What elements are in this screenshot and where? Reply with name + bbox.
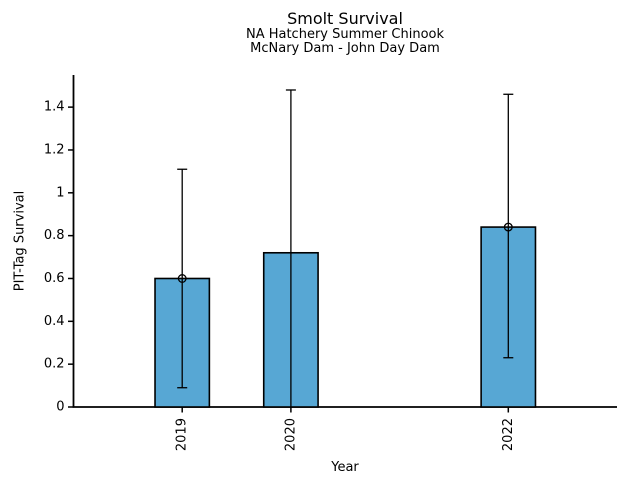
y-tick-label: 1.2	[44, 142, 65, 157]
y-axis-label: PIT-Tag Survival	[12, 190, 28, 292]
y-tick-label: 1.4	[44, 100, 65, 115]
x-tick-label: 2019	[175, 418, 190, 451]
y-tick-label: 0.6	[44, 271, 65, 286]
y-tick-label: 0.2	[44, 357, 65, 372]
chart-subtitle-line1: NA Hatchery Summer Chinook	[245, 27, 445, 42]
y-tick-label: 0	[56, 400, 64, 415]
y-tick-label: 0.4	[44, 314, 65, 329]
point-marker	[503, 222, 513, 232]
x-tick-label: 2022	[501, 418, 516, 451]
y-tick-label: 0.8	[44, 228, 65, 243]
x-axis-label: Year	[331, 460, 359, 475]
chart-subtitle-line2: McNary Dam - John Day Dam	[250, 41, 440, 56]
point-marker	[177, 274, 187, 283]
y-tick-label: 1	[56, 185, 64, 200]
x-tick-label: 2020	[283, 418, 298, 451]
chart-title: Smolt Survival	[287, 9, 403, 28]
